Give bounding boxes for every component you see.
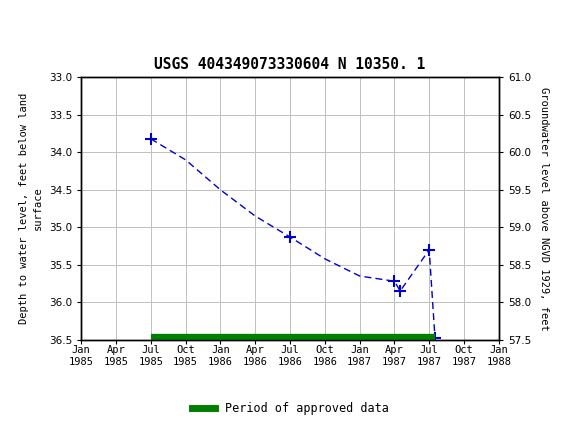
Y-axis label: Groundwater level above NGVD 1929, feet: Groundwater level above NGVD 1929, feet [539, 87, 549, 330]
Y-axis label: Depth to water level, feet below land
surface: Depth to water level, feet below land su… [19, 93, 44, 324]
Legend: Period of approved data: Period of approved data [187, 397, 393, 420]
Text: ≋ USGS: ≋ USGS [3, 10, 79, 28]
Title: USGS 404349073330604 N 10350. 1: USGS 404349073330604 N 10350. 1 [154, 57, 426, 72]
